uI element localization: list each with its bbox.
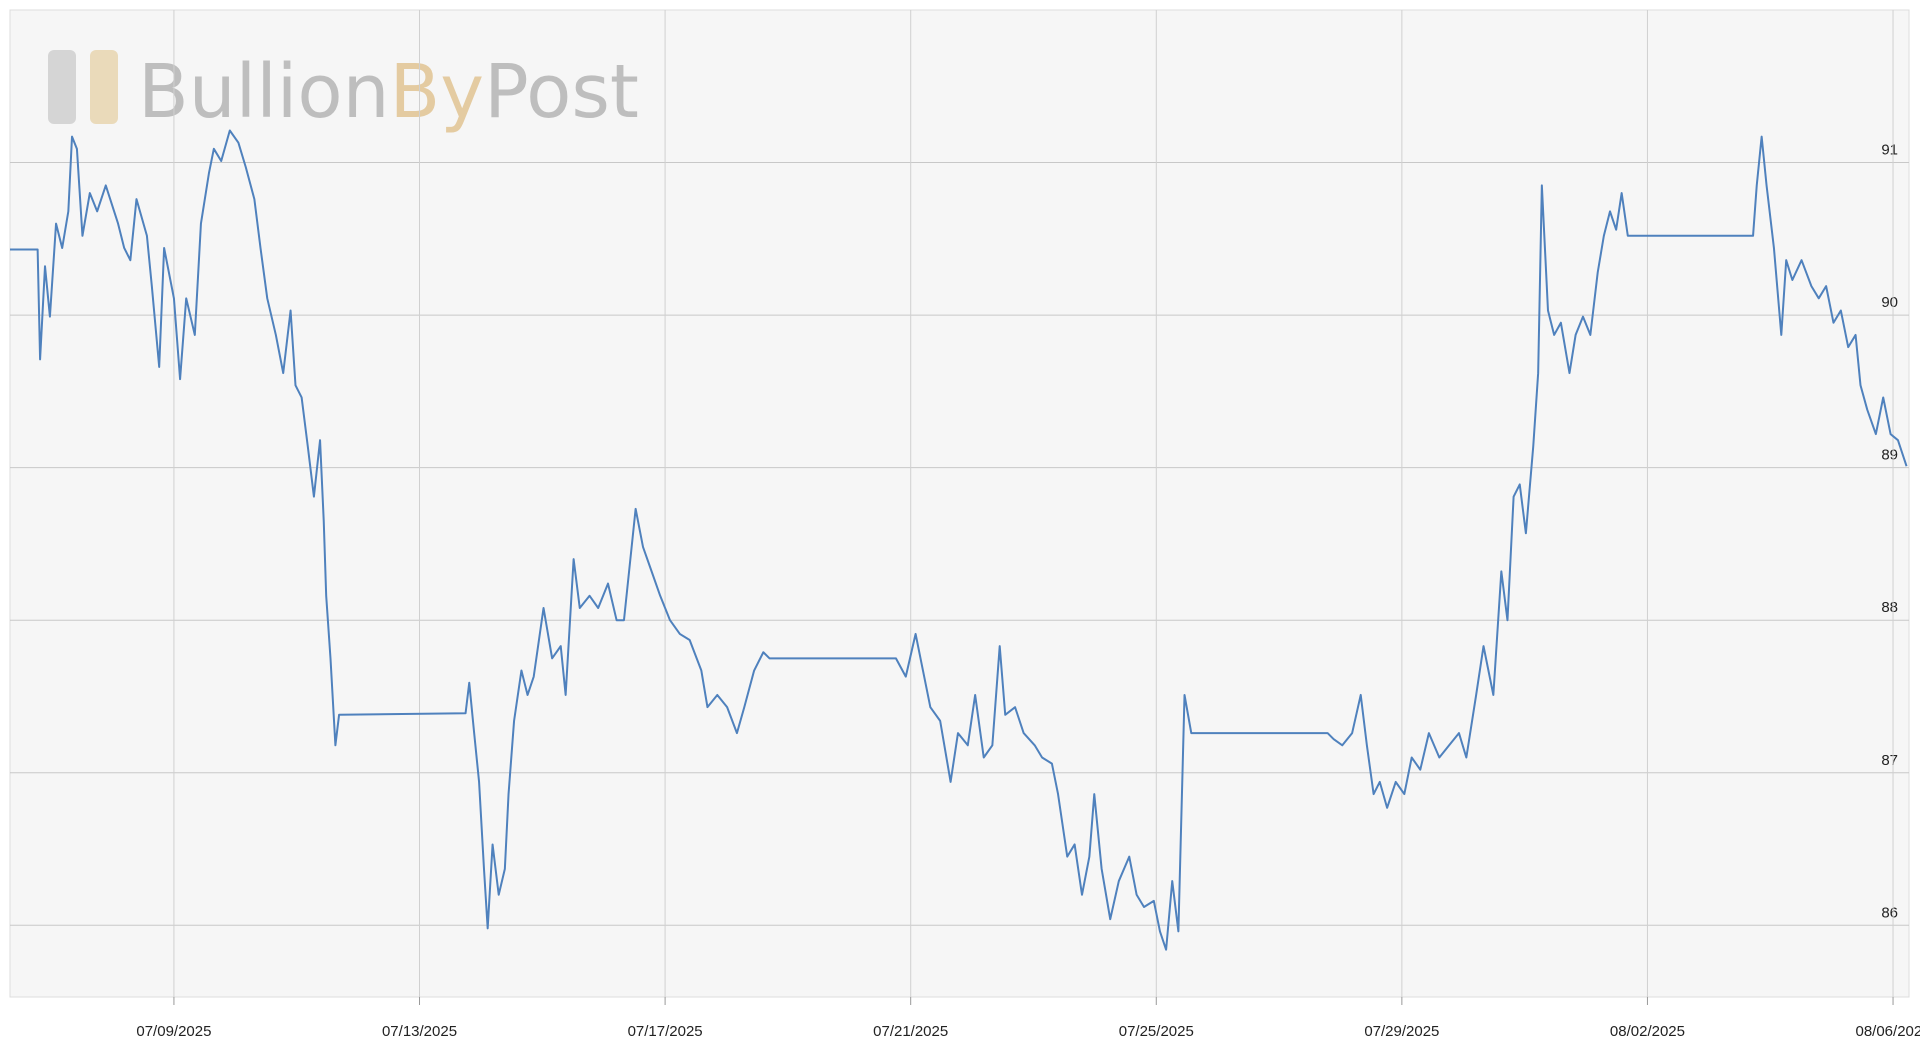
x-tick-label: 07/17/2025: [628, 1023, 703, 1040]
y-tick-label: 90: [1881, 294, 1898, 311]
y-tick-label: 88: [1881, 599, 1898, 616]
x-tick-label: 08/06/2025: [1855, 1023, 1920, 1040]
watermark-part: By: [390, 49, 485, 135]
y-tick-label: 86: [1881, 904, 1898, 921]
plot-area: [9, 9, 1910, 998]
y-tick-label: 87: [1881, 752, 1898, 769]
y-tick-label: 91: [1881, 142, 1898, 159]
x-tick-label: 07/13/2025: [382, 1023, 457, 1040]
x-tick-label: 08/02/2025: [1610, 1023, 1685, 1040]
x-tick-label: 07/09/2025: [136, 1023, 211, 1040]
x-tick-label: 07/25/2025: [1119, 1023, 1194, 1040]
watermark: BullionByPost: [138, 49, 639, 135]
logo-bar: [90, 50, 118, 124]
watermark-part: Post: [484, 49, 639, 135]
logo-bar: [48, 50, 76, 124]
watermark-part: Bullion: [138, 49, 390, 135]
watermark-logo: [48, 50, 118, 124]
x-tick-label: 07/29/2025: [1364, 1023, 1439, 1040]
x-tick-label: 07/21/2025: [873, 1023, 948, 1040]
price-line: [10, 129, 1908, 951]
y-tick-label: 89: [1881, 447, 1898, 464]
